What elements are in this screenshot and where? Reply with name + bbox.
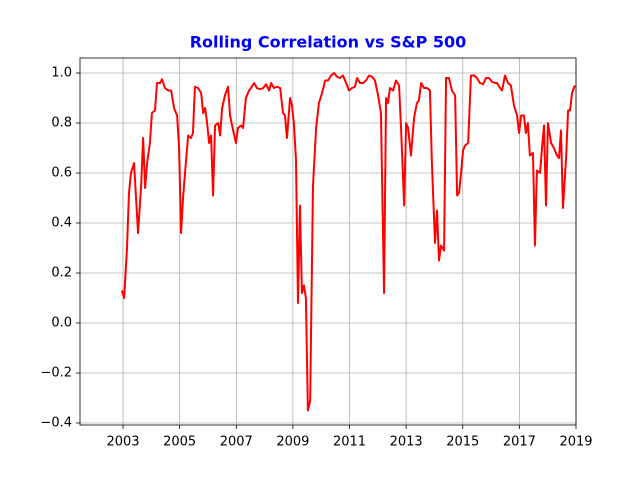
y-tick-label: −0.4 <box>40 416 72 431</box>
y-tick-label: 0.4 <box>51 216 72 231</box>
chart-title: Rolling Correlation vs S&P 500 <box>190 33 467 52</box>
x-tick-label: 2013 <box>390 435 423 450</box>
data-line <box>120 72 576 412</box>
y-tick-label: 0.0 <box>51 316 72 331</box>
x-tick-label: 2017 <box>503 435 536 450</box>
plot-frame <box>79 57 577 426</box>
x-tick-label: 2015 <box>446 435 479 450</box>
y-tick-label: 0.8 <box>51 116 72 131</box>
x-tick-label: 2005 <box>163 435 196 450</box>
y-tick-label: −0.2 <box>40 366 72 381</box>
x-tick-label: 2003 <box>106 435 139 450</box>
x-tick-label: 2007 <box>220 435 253 450</box>
y-tick-label: 0.6 <box>51 166 72 181</box>
x-tick-label: 2019 <box>559 435 592 450</box>
x-tick-label: 2011 <box>333 435 366 450</box>
y-tick-label: 1.0 <box>51 66 72 81</box>
y-tick-label: 0.2 <box>51 266 72 281</box>
x-tick-label: 2009 <box>276 435 309 450</box>
